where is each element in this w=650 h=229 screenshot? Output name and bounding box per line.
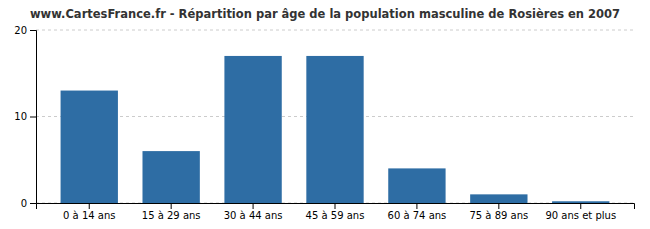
y-tick: 0	[21, 198, 36, 209]
x-tick: 45 à 59 ans	[306, 203, 365, 221]
x-tick-mark	[253, 203, 254, 209]
x-tick-mark	[580, 203, 581, 209]
y-tick-label: 10	[14, 111, 27, 122]
x-tick-label: 90 ans et plus	[545, 210, 616, 221]
y-tick-label: 20	[14, 25, 27, 36]
x-tick-label: 30 à 44 ans	[224, 210, 283, 221]
x-axis: 0 à 14 ans 15 à 29 ans 30 à 44 ans 45 à 59 …	[37, 203, 635, 221]
y-tick: 10	[14, 111, 36, 122]
bar	[552, 201, 609, 203]
x-tick-label: 0 à 14 ans	[63, 210, 115, 221]
x-tick-label: 60 à 74 ans	[388, 210, 447, 221]
bar	[388, 168, 445, 203]
bar	[142, 151, 199, 203]
x-tick: 0 à 14 ans	[63, 203, 115, 221]
y-tick-mark	[30, 30, 36, 31]
x-axis-line	[37, 204, 635, 210]
x-tick-label: 75 à 89 ans	[469, 210, 528, 221]
plot: 0 à 14 ans 15 à 29 ans 30 à 44 ans 45 à 59 …	[14, 25, 634, 221]
x-tick-label: 45 à 59 ans	[306, 210, 365, 221]
chart: www.CartesFrance.fr - Répartition par âg…	[0, 0, 650, 229]
y-axis-line	[30, 31, 37, 204]
y-tick-mark	[30, 203, 36, 204]
bar	[61, 91, 118, 203]
x-tick-mark	[416, 203, 417, 209]
y-tick-label: 0	[21, 198, 27, 209]
x-tick: 60 à 74 ans	[388, 203, 447, 221]
y-axis: 0 10 20	[14, 25, 36, 209]
x-tick-mark	[498, 203, 499, 209]
bar	[470, 194, 527, 203]
title: www.CartesFrance.fr - Répartition par âg…	[30, 7, 620, 21]
x-tick-mark	[335, 203, 336, 209]
x-tick: 75 à 89 ans	[469, 203, 528, 221]
x-tick-mark	[171, 203, 172, 209]
y-tick-mark	[30, 117, 36, 118]
x-tick: 30 à 44 ans	[224, 203, 283, 221]
bar	[306, 56, 363, 203]
x-tick: 90 ans et plus	[545, 203, 616, 221]
x-tick-mark	[89, 203, 90, 209]
bar	[224, 56, 281, 203]
y-tick: 20	[14, 25, 36, 36]
x-tick-label: 15 à 29 ans	[142, 210, 201, 221]
grid-line	[36, 30, 634, 31]
x-tick: 15 à 29 ans	[142, 203, 201, 221]
grid	[36, 30, 634, 203]
bars	[61, 56, 610, 203]
